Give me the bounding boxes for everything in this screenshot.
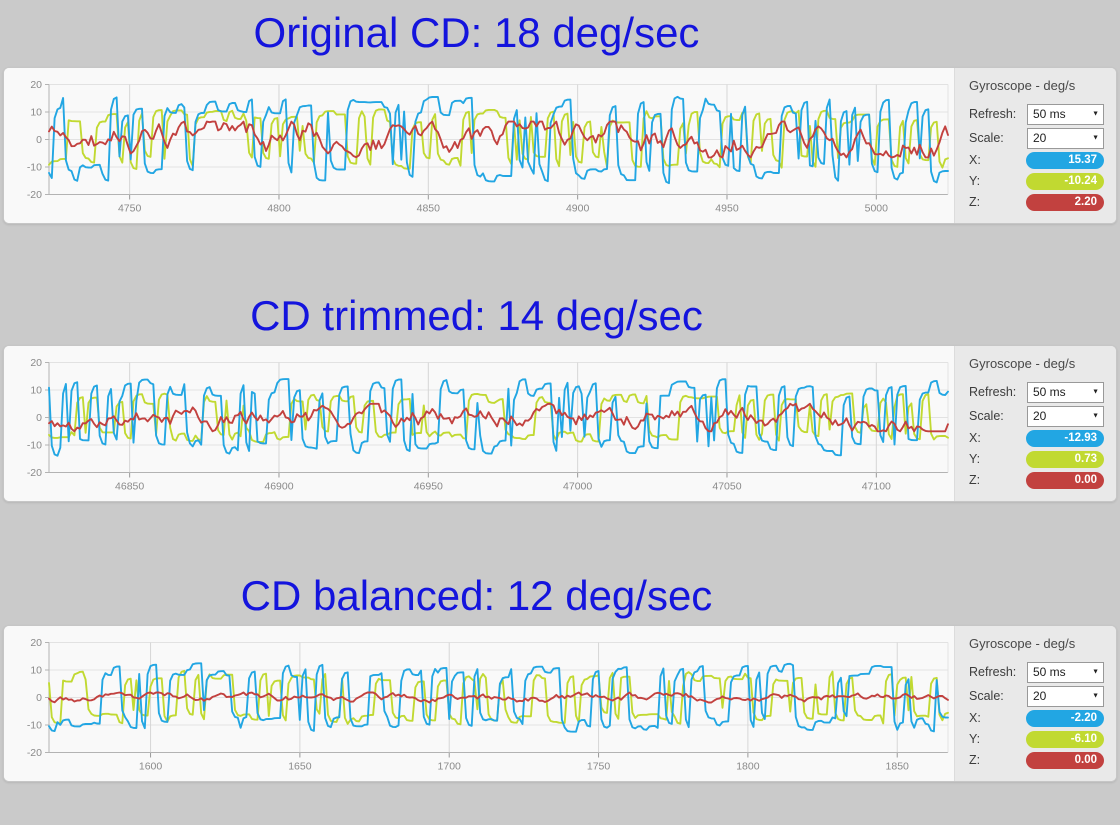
z-axis-label: Z: — [969, 195, 981, 209]
scale-select[interactable]: 20 — [1027, 685, 1104, 707]
gyroscope-plot: 20 10 0 -10 -20 4750 4800 4850 4900 4950 5000 — [27, 79, 949, 215]
svg-text:46850: 46850 — [115, 481, 144, 493]
svg-text:-20: -20 — [27, 467, 42, 479]
gyroscope-panel-trimmed: 20 10 0 -10 -20 46850 46900 46950 47000 47050 4710… — [3, 345, 1117, 502]
y-value-badge: -10.24 — [1026, 172, 1104, 190]
sidebar-title: Gyroscope - deg/s — [969, 636, 1076, 651]
svg-text:5000: 5000 — [865, 203, 889, 215]
gyroscope-plot: 20 10 0 -10 -20 46850 46900 46950 47000 47050 4710… — [27, 357, 949, 493]
gyroscope-sidebar-original: Gyroscope - deg/s Refresh: 50 ms ▼ Scale… — [954, 68, 1116, 223]
svg-text:1700: 1700 — [438, 761, 462, 773]
svg-text:47050: 47050 — [712, 481, 741, 493]
gyroscope-chart-trimmed: 20 10 0 -10 -20 46850 46900 46950 47000 47050 4710… — [4, 346, 954, 501]
svg-text:10: 10 — [30, 385, 42, 397]
refresh-label: Refresh: — [969, 107, 1017, 121]
gyroscope-chart-original: 20 10 0 -10 -20 4750 4800 4850 4900 4950 5000 — [4, 68, 954, 223]
svg-text:20: 20 — [30, 357, 42, 369]
svg-text:4750: 4750 — [118, 203, 142, 215]
y-axis-label: Y: — [969, 732, 981, 746]
refresh-label: Refresh: — [969, 665, 1017, 679]
gyroscope-sidebar-balanced: Gyroscope - deg/s Refresh: 50 ms ▼ Scale… — [954, 626, 1116, 781]
sidebar-title: Gyroscope - deg/s — [969, 356, 1076, 371]
refresh-label: Refresh: — [969, 385, 1017, 399]
svg-text:46900: 46900 — [264, 481, 293, 493]
scale-label: Scale: — [969, 131, 1004, 145]
svg-text:1600: 1600 — [139, 761, 163, 773]
scale-select[interactable]: 20 — [1027, 405, 1104, 427]
x-axis-label: X: — [969, 711, 981, 725]
svg-text:-10: -10 — [27, 440, 42, 452]
svg-text:-20: -20 — [27, 747, 42, 759]
section-title-original: Original CD: 18 deg/sec — [253, 9, 700, 56]
gyroscope-sidebar-trimmed: Gyroscope - deg/s Refresh: 50 ms ▼ Scale… — [954, 346, 1116, 501]
svg-text:-20: -20 — [27, 189, 42, 201]
svg-text:4950: 4950 — [715, 203, 739, 215]
svg-text:1800: 1800 — [736, 761, 760, 773]
svg-text:20: 20 — [30, 79, 42, 91]
z-value-badge: 0.00 — [1026, 751, 1104, 769]
z-value-badge: 2.20 — [1026, 193, 1104, 211]
svg-text:20: 20 — [30, 637, 42, 649]
svg-text:-10: -10 — [27, 162, 42, 174]
section-title-balanced: CD balanced: 12 deg/sec — [240, 572, 713, 619]
svg-text:46950: 46950 — [414, 481, 443, 493]
scale-label: Scale: — [969, 409, 1004, 423]
svg-text:0: 0 — [36, 134, 42, 146]
y-axis-label: Y: — [969, 174, 981, 188]
svg-text:-10: -10 — [27, 720, 42, 732]
scale-select[interactable]: 20 — [1027, 127, 1104, 149]
refresh-select[interactable]: 50 ms — [1027, 381, 1104, 403]
sidebar-title: Gyroscope - deg/s — [969, 78, 1076, 93]
section-title-trimmed: CD trimmed: 14 deg/sec — [250, 292, 703, 339]
svg-text:4900: 4900 — [566, 203, 590, 215]
svg-text:4800: 4800 — [267, 203, 291, 215]
svg-text:1750: 1750 — [587, 761, 611, 773]
y-axis-label: Y: — [969, 452, 981, 466]
gyroscope-chart-balanced: 20 10 0 -10 -20 1600 1650 1700 1750 1800 1850 — [4, 626, 954, 781]
z-axis-label: Z: — [969, 473, 981, 487]
svg-text:47100: 47100 — [862, 481, 891, 493]
svg-text:10: 10 — [30, 665, 42, 677]
x-value-badge: 15.37 — [1026, 151, 1104, 169]
y-value-badge: 0.73 — [1026, 450, 1104, 468]
svg-text:0: 0 — [36, 412, 42, 424]
svg-text:10: 10 — [30, 107, 42, 119]
y-value-badge: -6.10 — [1026, 730, 1104, 748]
z-axis-label: Z: — [969, 753, 981, 767]
svg-text:1850: 1850 — [886, 761, 910, 773]
svg-text:0: 0 — [36, 692, 42, 704]
x-axis-label: X: — [969, 153, 981, 167]
svg-text:4850: 4850 — [417, 203, 441, 215]
refresh-select[interactable]: 50 ms — [1027, 103, 1104, 125]
x-axis-label: X: — [969, 431, 981, 445]
x-value-badge: -2.20 — [1026, 709, 1104, 727]
svg-text:1650: 1650 — [288, 761, 312, 773]
gyroscope-plot: 20 10 0 -10 -20 1600 1650 1700 1750 1800 1850 — [27, 637, 949, 773]
x-value-badge: -12.93 — [1026, 429, 1104, 447]
gyroscope-panel-balanced: 20 10 0 -10 -20 1600 1650 1700 1750 1800 1850 Gyro… — [3, 625, 1117, 782]
z-value-badge: 0.00 — [1026, 471, 1104, 489]
svg-text:47000: 47000 — [563, 481, 592, 493]
refresh-select[interactable]: 50 ms — [1027, 661, 1104, 683]
gyroscope-panel-original: 20 10 0 -10 -20 4750 4800 4850 4900 4950 5000 Gyro… — [3, 67, 1117, 224]
scale-label: Scale: — [969, 689, 1004, 703]
